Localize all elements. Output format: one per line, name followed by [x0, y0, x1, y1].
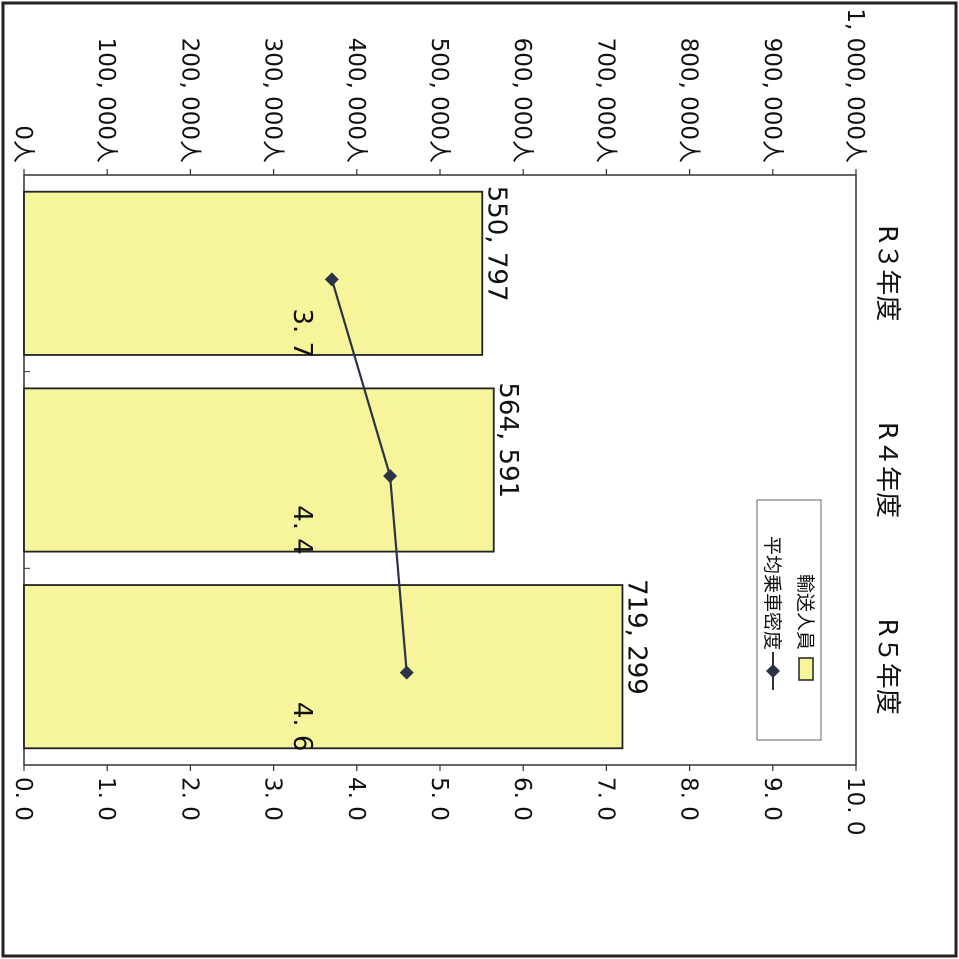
- left-axis-tick-label: 200, 000人: [176, 38, 202, 163]
- right-axis-tick-label: 2. 0: [176, 777, 202, 821]
- right-axis: 0. 0 1. 0 2. 0 3. 0 4. 0 5. 0 6. 0 7. 0 8. 0 9. 0…: [10, 765, 868, 836]
- line-value-label: 4. 4: [287, 505, 317, 555]
- legend-bar-label: 輸送人員: [794, 574, 816, 650]
- line-value-label: 4. 6: [287, 702, 317, 752]
- bar-value-label: 564, 591: [493, 382, 523, 498]
- legend-line-label: 平均乗車密度: [761, 536, 783, 650]
- right-axis-tick-label: 5. 0: [426, 777, 452, 821]
- left-axis-tick-label: 700, 000人: [592, 38, 618, 163]
- bar: [23, 190, 484, 356]
- left-axis: 0人 100, 000人 200, 000人 300, 000人 400, 000人 50…: [10, 8, 868, 175]
- right-axis-tick-label: 9. 0: [759, 777, 785, 821]
- right-axis-tick-label: 0. 0: [10, 777, 36, 821]
- right-axis-tick-label: 7. 0: [592, 777, 618, 821]
- legend: 輸送人員 平均乗車密度: [756, 499, 822, 741]
- legend-line-marker: [766, 664, 780, 678]
- left-axis-tick-label: 1, 000, 000人: [842, 8, 868, 163]
- left-axis-tick-label: 500, 000人: [426, 38, 452, 163]
- right-axis-tick-label: 10. 0: [842, 777, 868, 836]
- bar-value-label: 719, 299: [621, 579, 651, 695]
- left-axis-tick-label: 300, 000人: [260, 38, 286, 163]
- right-axis-tick-label: 8. 0: [676, 777, 702, 821]
- bar: [23, 584, 624, 750]
- chart-rotated-group: 550, 797 564, 591 719, 299 3. 7 4. 4 4. 6 0人…: [10, 8, 902, 835]
- right-axis-tick-label: 3. 0: [260, 777, 286, 821]
- category-label: R３年度: [872, 225, 902, 321]
- bar: [23, 387, 495, 553]
- line-value-label: 3. 7: [287, 309, 317, 359]
- left-axis-tick-label: 400, 000人: [343, 38, 369, 163]
- right-axis-tick-label: 6. 0: [509, 777, 535, 821]
- left-axis-tick-label: 800, 000人: [676, 38, 702, 163]
- left-axis-tick-label: 900, 000人: [759, 38, 785, 163]
- left-axis-tick-label: 100, 000人: [93, 38, 119, 163]
- line-point: [324, 272, 339, 287]
- left-axis-tick-label: 600, 000人: [509, 38, 535, 163]
- line-layer: 3. 7 4. 4 4. 6: [287, 272, 414, 751]
- right-axis-tick-label: 1. 0: [93, 777, 119, 821]
- category-label: R５年度: [872, 619, 902, 715]
- category-axis: R３年度 R４年度 R５年度: [24, 225, 902, 715]
- right-axis-tick-label: 4. 0: [343, 777, 369, 821]
- left-axis-tick-label: 0人: [10, 125, 36, 163]
- category-label: R４年度: [872, 422, 902, 518]
- legend-bar-swatch: [798, 657, 814, 681]
- line-point: [399, 665, 414, 680]
- bar-value-label: 550, 797: [481, 186, 511, 302]
